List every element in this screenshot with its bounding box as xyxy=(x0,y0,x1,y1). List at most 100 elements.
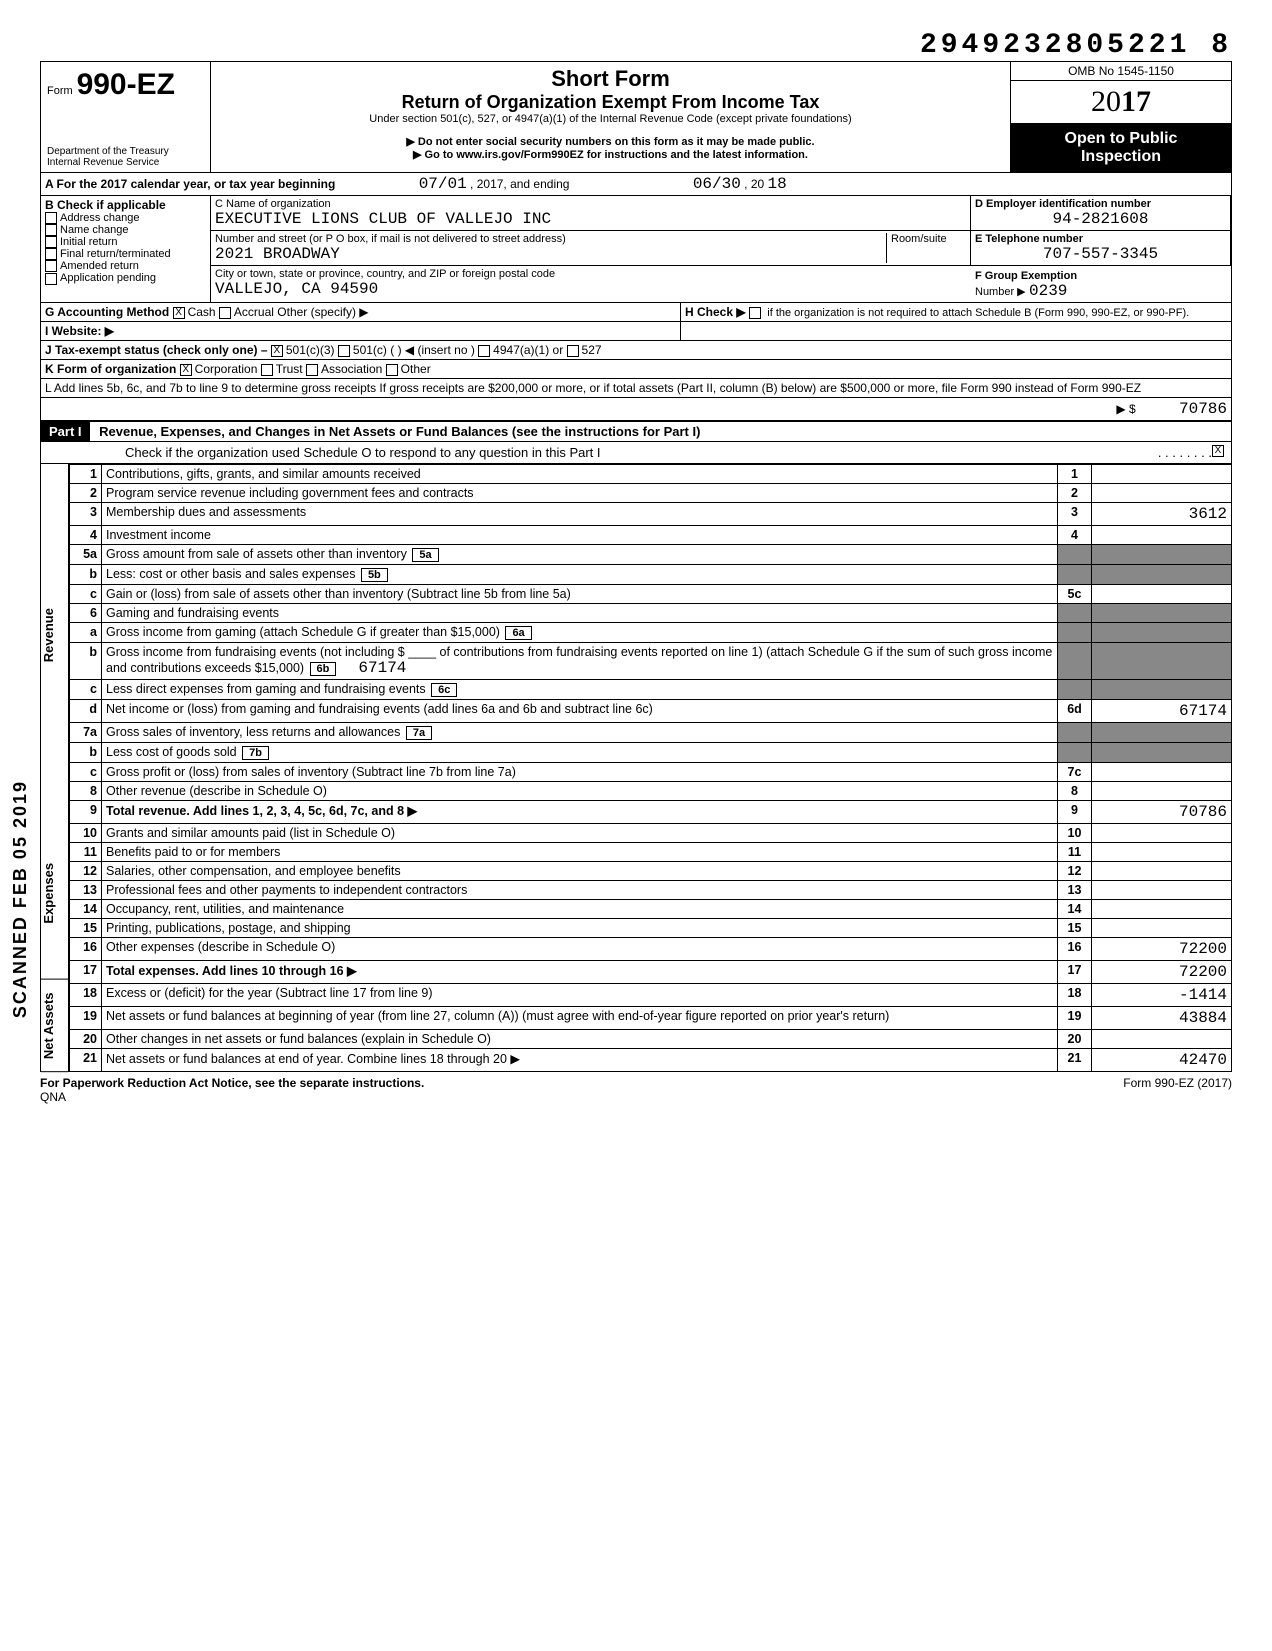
dept-irs: Internal Revenue Service xyxy=(47,157,169,168)
line-right-num xyxy=(1058,723,1092,743)
line-number: 19 xyxy=(70,1007,102,1030)
checkbox-corp[interactable]: X xyxy=(180,364,192,376)
section-netassets-label: Net Assets xyxy=(41,980,68,1072)
j-501c3: 501(c)(3) xyxy=(286,343,335,357)
line-value xyxy=(1092,862,1232,881)
inner-line-num: 5a xyxy=(412,548,438,562)
line-right-num xyxy=(1058,680,1092,700)
omb-number: OMB No 1545-1150 xyxy=(1011,62,1231,81)
checkbox-b-opt[interactable] xyxy=(45,212,57,224)
line-right-num: 17 xyxy=(1058,961,1092,984)
section-l-text: L Add lines 5b, 6c, and 7b to line 9 to … xyxy=(45,381,1141,395)
line-value xyxy=(1092,900,1232,919)
checkbox-part1-scho[interactable]: X xyxy=(1212,445,1224,457)
section-h-label: H Check ▶ xyxy=(685,305,746,319)
checkbox-other[interactable] xyxy=(386,364,398,376)
line-text: Gross income from fundraising events (no… xyxy=(102,643,1058,680)
line-number: 9 xyxy=(70,801,102,824)
line-right-num xyxy=(1058,743,1092,763)
inner-line-num: 7b xyxy=(242,746,269,760)
checkbox-527[interactable] xyxy=(567,345,579,357)
checkbox-4947[interactable] xyxy=(478,345,490,357)
checkbox-trust[interactable] xyxy=(261,364,273,376)
line-value: 72200 xyxy=(1092,961,1232,984)
line-number: 15 xyxy=(70,919,102,938)
l-value: 70786 xyxy=(1179,400,1227,418)
checkbox-h[interactable] xyxy=(749,307,761,319)
line-text: Printing, publications, postage, and shi… xyxy=(102,919,1058,938)
line-number: 21 xyxy=(70,1049,102,1072)
line-value xyxy=(1092,526,1232,545)
line-right-num: 3 xyxy=(1058,503,1092,526)
line-value xyxy=(1092,545,1232,565)
part1-label: Part I xyxy=(41,422,90,441)
line-text: Membership dues and assessments xyxy=(102,503,1058,526)
inspection: Inspection xyxy=(1017,148,1225,166)
line-right-num: 2 xyxy=(1058,484,1092,503)
checkbox-b-opt[interactable] xyxy=(45,248,57,260)
section-e-label: E Telephone number xyxy=(975,233,1226,245)
footer-form-id: Form 990-EZ (2017) xyxy=(1123,1076,1232,1104)
section-d-label: D Employer identification number xyxy=(975,198,1226,210)
b-opt-label: Application pending xyxy=(60,272,156,284)
line-number: 14 xyxy=(70,900,102,919)
line-text: Total revenue. Add lines 1, 2, 3, 4, 5c,… xyxy=(102,801,1058,824)
checkbox-b-opt[interactable] xyxy=(45,260,57,272)
line-right-num: 4 xyxy=(1058,526,1092,545)
checkbox-b-opt[interactable] xyxy=(45,236,57,248)
line-value xyxy=(1092,680,1232,700)
checkbox-assoc[interactable] xyxy=(306,364,318,376)
checkbox-b-opt[interactable] xyxy=(45,273,57,285)
line-text: Occupancy, rent, utilities, and maintena… xyxy=(102,900,1058,919)
line-value xyxy=(1092,763,1232,782)
checkbox-501c[interactable] xyxy=(338,345,350,357)
line-text: Gain or (loss) from sale of assets other… xyxy=(102,585,1058,604)
line-text: Net assets or fund balances at beginning… xyxy=(102,1007,1058,1030)
line-text: Gross amount from sale of assets other t… xyxy=(102,545,1058,565)
line-number: c xyxy=(70,763,102,782)
line-number: b xyxy=(70,643,102,680)
inner-line-num: 5b xyxy=(361,568,388,582)
b-opt-label: Initial return xyxy=(60,236,117,248)
line-value: 67174 xyxy=(1092,700,1232,723)
checkbox-cash[interactable]: X xyxy=(173,307,185,319)
line-text: Gaming and fundraising events xyxy=(102,604,1058,623)
line-right-num: 13 xyxy=(1058,881,1092,900)
checkbox-501c3[interactable]: X xyxy=(271,345,283,357)
line-value xyxy=(1092,643,1232,680)
line-number: 8 xyxy=(70,782,102,801)
checkbox-accrual[interactable] xyxy=(219,307,231,319)
k-corp: Corporation xyxy=(195,362,258,376)
line-text: Less cost of goods sold 7b xyxy=(102,743,1058,763)
scanned-stamp: SCANNED FEB 05 2019 xyxy=(10,780,31,1018)
b-opt-label: Amended return xyxy=(60,260,139,272)
line-number: d xyxy=(70,700,102,723)
line-a-end-year: 18 xyxy=(768,175,787,193)
line-value xyxy=(1092,881,1232,900)
title-short-form: Short Form xyxy=(217,66,1004,92)
line-a-mid: , 2017, and ending xyxy=(470,177,569,191)
line-value xyxy=(1092,604,1232,623)
line-value xyxy=(1092,824,1232,843)
line-right-num: 6d xyxy=(1058,700,1092,723)
line-right-num: 7c xyxy=(1058,763,1092,782)
line-number: a xyxy=(70,623,102,643)
line-right-num: 19 xyxy=(1058,1007,1092,1030)
org-city: VALLEJO, CA 94590 xyxy=(215,280,967,298)
line-text: Grants and similar amounts paid (list in… xyxy=(102,824,1058,843)
line-value xyxy=(1092,723,1232,743)
line-right-num: 20 xyxy=(1058,1030,1092,1049)
checkbox-b-opt[interactable] xyxy=(45,224,57,236)
line-text: Net income or (loss) from gaming and fun… xyxy=(102,700,1058,723)
inner-line-num: 6b xyxy=(310,662,337,676)
dept-treasury: Department of the Treasury xyxy=(47,146,169,157)
group-exemption: 0239 xyxy=(1029,282,1067,300)
l-arrow: ▶ $ xyxy=(1116,402,1135,416)
line-right-num: 15 xyxy=(1058,919,1092,938)
line-value xyxy=(1092,623,1232,643)
line-text: Less direct expenses from gaming and fun… xyxy=(102,680,1058,700)
line-text: Gross income from gaming (attach Schedul… xyxy=(102,623,1058,643)
org-name: EXECUTIVE LIONS CLUB OF VALLEJO INC xyxy=(215,210,966,228)
subtitle: Under section 501(c), 527, or 4947(a)(1)… xyxy=(217,113,1004,125)
g-cash: Cash xyxy=(188,305,216,319)
